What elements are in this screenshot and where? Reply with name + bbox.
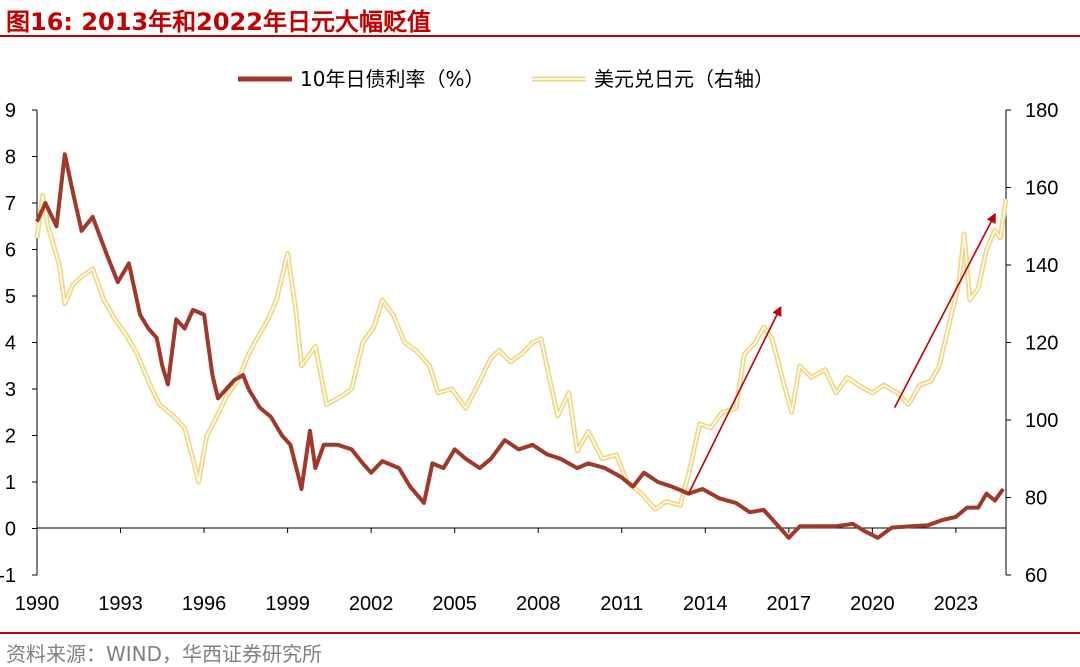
y-left-tick-label: 5	[5, 286, 16, 308]
series-usdjpy-line-core	[36, 194, 1007, 510]
y-right-tick-label: 160	[1025, 178, 1058, 200]
y-left-tick-label: 0	[5, 519, 16, 541]
x-tick-label: 2005	[432, 593, 477, 615]
y-left-tick-label: 7	[5, 193, 16, 215]
x-tick-label: 1999	[265, 593, 310, 615]
y-right-tick-label: 100	[1025, 410, 1058, 432]
x-tick-label: 2002	[349, 593, 394, 615]
source-note: 资料来源：WIND，华西证券研究所	[6, 642, 323, 666]
title-divider	[0, 35, 1080, 37]
legend-label-jgb-yield: 10年日债利率（%）	[300, 67, 484, 91]
legend-label-usdjpy: 美元兑日元（右轴）	[594, 67, 774, 91]
y-right-tick-label: 120	[1025, 333, 1058, 355]
y-right-tick-label: 180	[1025, 100, 1058, 122]
x-tick-label: 2020	[850, 593, 895, 615]
x-tick-label: 2023	[934, 593, 979, 615]
x-tick-label: 1990	[15, 593, 60, 615]
y-left-tick-label: 1	[5, 472, 16, 494]
y-left-tick-label: 9	[5, 100, 16, 122]
line-chart: 10年日债利率（%） 美元兑日元（右轴） -1 0 1 2 3 4 5 6 7 8 9 60 80 100…	[0, 67, 1058, 615]
y-right-tick-label: 60	[1025, 565, 1047, 587]
series-usdjpy-line	[34, 192, 1009, 512]
x-tick-label: 2014	[683, 593, 728, 615]
y-left-tick-label: 6	[5, 240, 16, 262]
y-left-tick-label: 3	[5, 379, 16, 401]
x-tick-label: 2017	[767, 593, 812, 615]
page-title: 图16: 2013年和2022年日元大幅贬值	[6, 8, 431, 36]
chart-legend: 10年日债利率（%） 美元兑日元（右轴）	[238, 67, 774, 91]
y-left-tick-label: 8	[5, 147, 16, 169]
annotation-arrow-2	[893, 212, 996, 408]
y-left-tick-label: 4	[5, 333, 16, 355]
x-tick-label: 1996	[182, 593, 227, 615]
x-tick-label: 1993	[98, 593, 143, 615]
footer-divider	[0, 632, 1080, 634]
chart-series	[34, 152, 1009, 540]
annotation-arrow-1	[687, 305, 782, 494]
y-left-tick-label: 2	[5, 426, 16, 448]
x-tick-label: 2011	[600, 593, 643, 615]
x-tick-label: 2008	[516, 593, 561, 615]
y-right-tick-label: 80	[1025, 488, 1047, 510]
series-jgb-yield-line	[35, 152, 1005, 540]
chart-annotations	[687, 212, 996, 494]
y-right-tick-label: 140	[1025, 255, 1058, 277]
y-left-tick-label: -1	[0, 565, 16, 587]
chart-axes: -1 0 1 2 3 4 5 6 7 8 9 60 80 100 120 140 160 180 1990 1993 1…	[0, 100, 1058, 615]
